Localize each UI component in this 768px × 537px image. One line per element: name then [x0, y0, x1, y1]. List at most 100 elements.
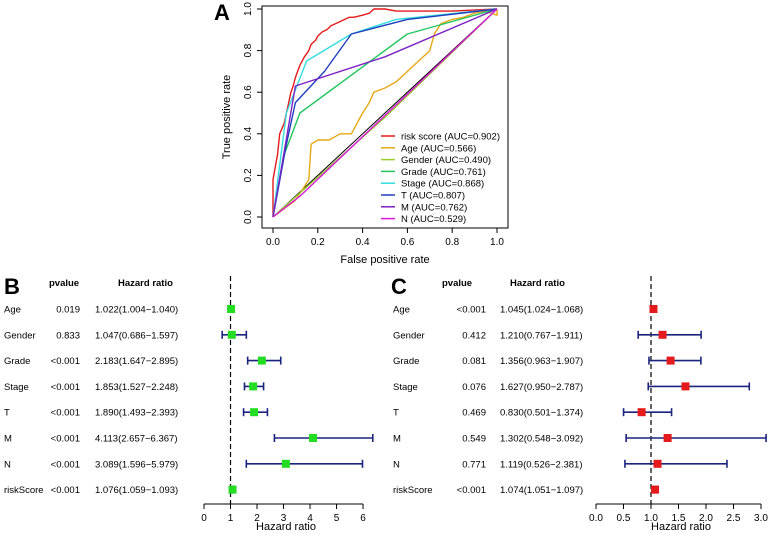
row-hazard-ratio: 1.210(0.767−1.911): [500, 330, 583, 341]
roc-y-tick-label: 0.2: [243, 168, 254, 182]
hr-marker: [227, 330, 236, 339]
row-hazard-ratio: 2.183(1.647−2.895): [95, 356, 178, 367]
roc-x-tick-label: 0.8: [445, 237, 459, 248]
row-pvalue: 0.469: [462, 408, 486, 419]
row-label: Gender: [393, 330, 425, 341]
forest-x-tick-label: 3.0: [754, 513, 768, 524]
hr-marker: [681, 382, 690, 391]
hr-marker: [249, 382, 258, 391]
roc-x-tick-label: 0.2: [311, 237, 325, 248]
row-label: riskScore: [393, 485, 433, 496]
roc-y-axis: 0.0 0.2 0.4 0.6 0.8 1.0: [243, 2, 263, 224]
row-label: M: [393, 434, 401, 445]
row-hazard-ratio: 1.119(0.526−2.381): [500, 459, 583, 470]
roc-line-7: [272, 8, 498, 218]
forest-c-x-axis-label: Hazard ratio: [651, 521, 711, 533]
row-pvalue: <0.001: [51, 408, 80, 419]
panel-letter-a: A: [214, 0, 230, 25]
hr-marker: [227, 305, 236, 313]
roc-legend-entry: risk score (AUC=0.902): [401, 132, 500, 143]
roc-legend-entry: N (AUC=0.529): [401, 214, 466, 225]
row-pvalue: 0.076: [462, 382, 486, 393]
forest-x-tick-label: 0.5: [617, 513, 631, 524]
row-label: Grade: [4, 356, 30, 367]
forest-x-tick-label: 2.0: [699, 513, 713, 524]
roc-y-axis-label: True positive rate: [221, 75, 233, 160]
row-pvalue: 0.549: [462, 434, 486, 445]
hr-marker: [228, 485, 237, 494]
row-label: M: [4, 434, 12, 445]
forest-plot-b: Age 0.019 1.022(1.004−1.040) Gender 0.833 1.0…: [4, 276, 374, 524]
roc-legend-entry: Gender (AUC=0.490): [401, 155, 491, 166]
roc-x-axis-label: False positive rate: [340, 254, 429, 266]
panel-letter-c: C: [391, 274, 407, 299]
row-hazard-ratio: 4.113(2.657−6.367): [95, 434, 178, 445]
row-label: Stage: [393, 382, 418, 393]
row-hazard-ratio: 1.074(1.051−1.097): [500, 485, 583, 496]
roc-legend-entry: Grade (AUC=0.761): [401, 167, 486, 178]
roc-series-lines: [272, 8, 498, 218]
hr-marker: [257, 356, 266, 365]
forest-x-tick-label: 5: [334, 513, 340, 524]
row-label: Grade: [393, 356, 419, 367]
roc-x-axis: 0.0 0.2 0.4 0.6 0.8 1.0: [266, 227, 504, 248]
row-label: T: [393, 408, 399, 419]
roc-legend-entry: Age (AUC=0.566): [401, 143, 476, 154]
row-pvalue: <0.001: [51, 356, 80, 367]
hr-marker: [651, 485, 660, 494]
row-label: riskScore: [4, 485, 44, 496]
roc-line-1: [272, 9, 498, 218]
row-pvalue: <0.001: [51, 382, 80, 393]
roc-legend-entry: T (AUC=0.807): [401, 191, 465, 202]
row-label: Stage: [4, 382, 29, 393]
row-hazard-ratio: 1.627(0.950−2.787): [500, 382, 583, 393]
pvalue-header-b: pvalue: [49, 278, 79, 289]
row-hazard-ratio: 1.853(1.527−2.248): [95, 382, 178, 393]
hr-marker: [663, 434, 672, 442]
forest-x-tick-label: 2.5: [727, 513, 741, 524]
row-label: T: [4, 408, 10, 419]
row-hazard-ratio: 3.089(1.596−5.979): [95, 459, 178, 470]
roc-x-tick-label: 0.6: [400, 237, 414, 248]
roc-y-tick-label: 0.8: [243, 43, 254, 57]
row-label: Age: [393, 305, 410, 316]
row-label: N: [4, 459, 11, 470]
row-pvalue: <0.001: [457, 485, 486, 496]
roc-legend-entry: M (AUC=0.762): [401, 202, 467, 213]
hr-marker: [309, 434, 318, 442]
panel-letter-b: B: [4, 274, 20, 299]
hr-header-c: Hazard ratio: [510, 278, 565, 289]
roc-line-5: [272, 8, 498, 218]
forest-panel-c: C pvalue Hazard ratio Age <0.001 1.045(1.0…: [391, 274, 768, 533]
row-hazard-ratio: 1.302(0.548−3.092): [500, 434, 583, 445]
row-hazard-ratio: 1.047(0.686−1.597): [95, 330, 178, 341]
row-pvalue: <0.001: [51, 485, 80, 496]
forest-x-tick-label: 1.5: [672, 513, 686, 524]
roc-y-tick-label: 0.6: [243, 85, 254, 99]
row-hazard-ratio: 1.890(1.493−2.393): [95, 408, 178, 419]
roc-y-tick-label: 1.0: [243, 2, 254, 16]
forest-x-tick-label: 2: [254, 513, 260, 524]
row-hazard-ratio: 1.022(1.004−1.040): [95, 305, 178, 316]
hr-marker: [649, 305, 658, 313]
forest-x-tick-label: 0: [201, 513, 207, 524]
row-pvalue: 0.081: [462, 356, 486, 367]
pvalue-header-c: pvalue: [442, 278, 472, 289]
row-pvalue: 0.771: [462, 459, 486, 470]
hr-marker: [666, 356, 675, 365]
hr-marker: [653, 459, 662, 468]
hr-marker: [250, 408, 259, 417]
row-label: Gender: [4, 330, 36, 341]
row-pvalue: 0.833: [56, 330, 80, 341]
roc-legend: risk score (AUC=0.902)Age (AUC=0.566)Gen…: [381, 132, 500, 225]
roc-y-tick-label: 0.4: [243, 126, 254, 140]
hr-marker: [281, 459, 290, 468]
row-label: Age: [4, 305, 21, 316]
row-hazard-ratio: 0.830(0.501−1.374): [500, 408, 583, 419]
forest-panel-b: B pvalue Hazard ratio Age 0.019 1.022(1.00…: [4, 274, 374, 533]
forest-plot-c: Age <0.001 1.045(1.024−1.068) Gender 0.412 1.…: [393, 276, 768, 524]
roc-legend-entry: Stage (AUC=0.868): [401, 179, 484, 190]
hr-marker: [637, 408, 646, 417]
forest-x-tick-label: 3: [281, 513, 287, 524]
